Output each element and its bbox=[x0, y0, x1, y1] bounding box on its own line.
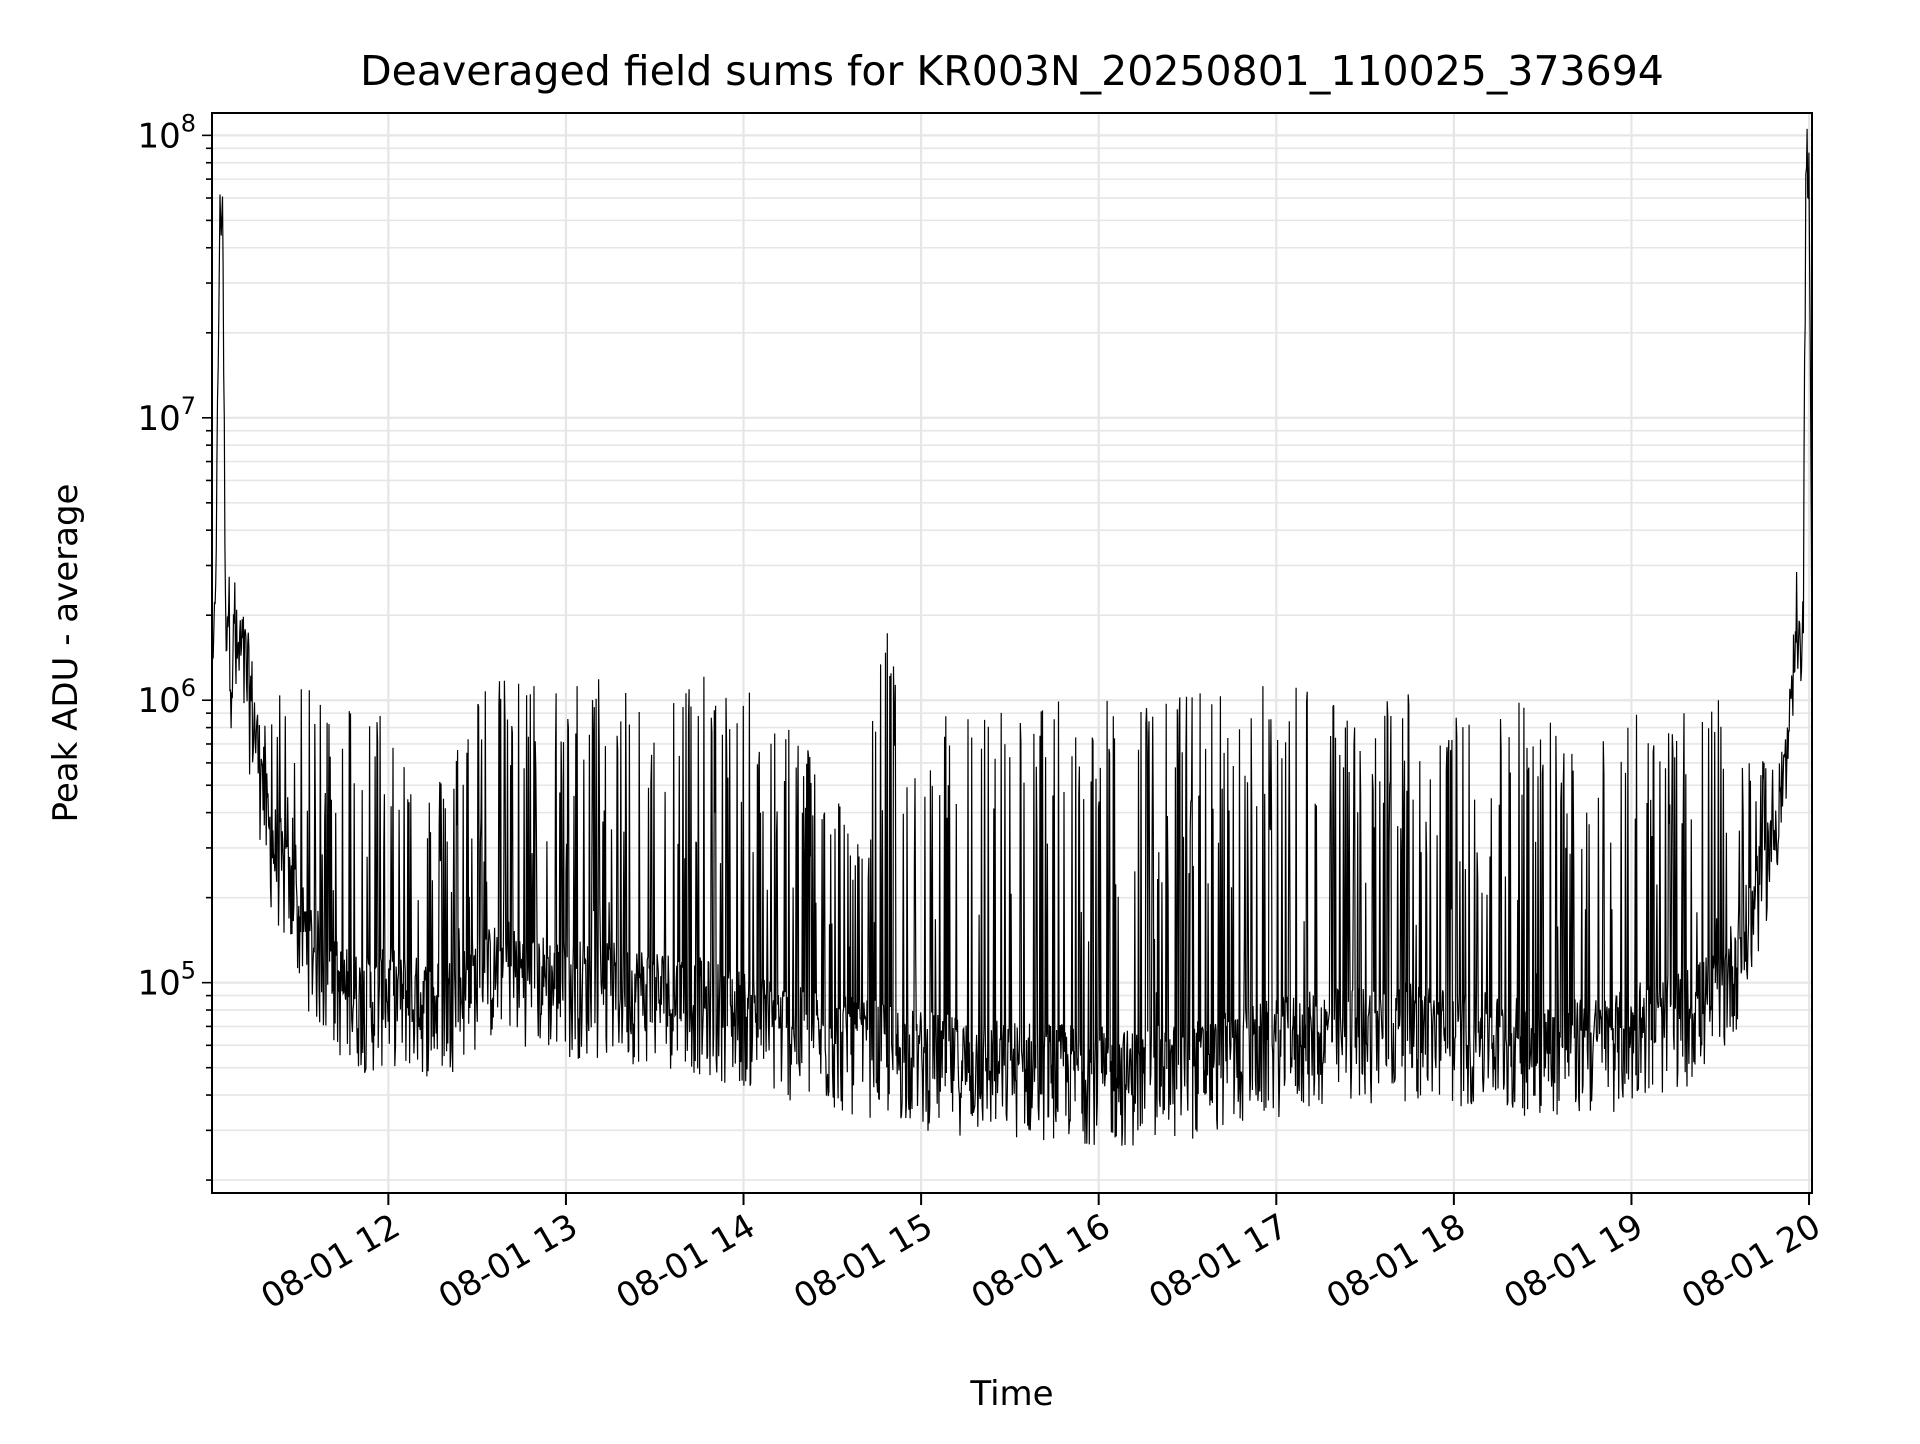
y-tick-exponent: 6 bbox=[181, 674, 196, 702]
y-tick-label: 107 bbox=[137, 392, 196, 439]
y-tick-exponent: 7 bbox=[181, 392, 196, 420]
y-tick-exponent: 5 bbox=[181, 957, 196, 985]
y-tick-label: 106 bbox=[137, 674, 196, 721]
y-tick-base: 10 bbox=[137, 964, 180, 1004]
series-line bbox=[211, 128, 1813, 1146]
y-tick-label: 105 bbox=[137, 957, 196, 1004]
y-axis-label: Peak ADU - average bbox=[46, 484, 86, 823]
y-tick-label: 108 bbox=[137, 109, 196, 156]
y-tick-base: 10 bbox=[137, 399, 180, 439]
y-tick-base: 10 bbox=[137, 681, 180, 721]
y-tick-base: 10 bbox=[137, 116, 180, 156]
chart-title: Deaveraged field sums for KR003N_2025080… bbox=[360, 47, 1664, 95]
data-series bbox=[211, 128, 1813, 1146]
plot-frame bbox=[211, 112, 1813, 1194]
y-tick-exponent: 8 bbox=[181, 109, 196, 137]
x-axis-label: Time bbox=[969, 1374, 1053, 1414]
